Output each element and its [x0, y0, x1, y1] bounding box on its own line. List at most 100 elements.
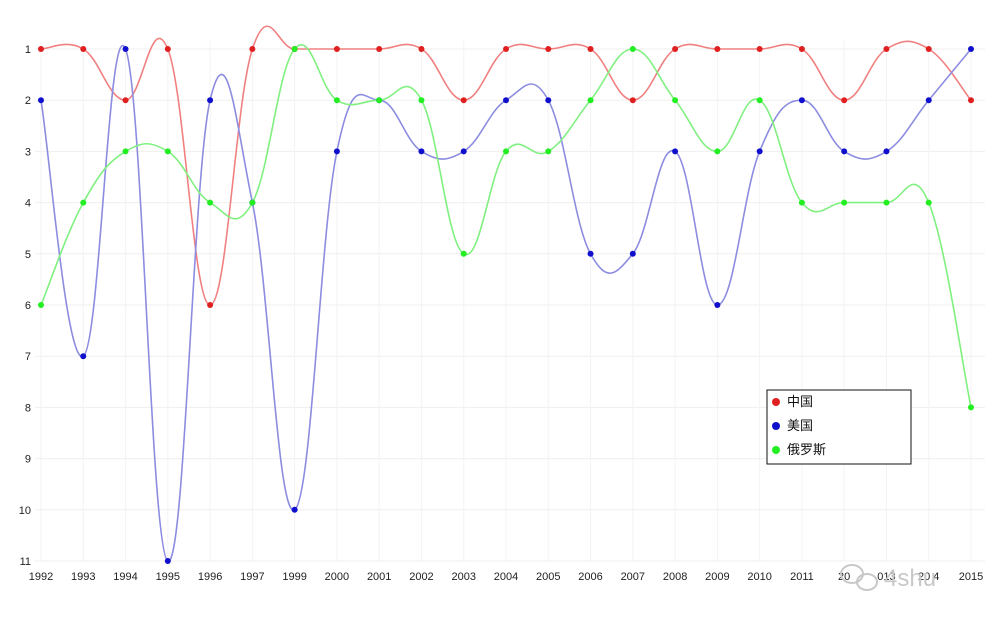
data-point — [714, 148, 721, 155]
data-point — [672, 46, 679, 52]
data-point — [333, 46, 340, 52]
x-tick-label: 1999 — [282, 571, 306, 583]
x-tick-label: 2015 — [959, 571, 983, 583]
data-point — [460, 250, 467, 257]
data-point — [714, 46, 721, 52]
axes: 1 2 3 4 5 6 7 8 9 10 11 1992 1993 1994 1995 1996 1997 199… — [19, 44, 983, 583]
legend-label: 美国 — [787, 419, 813, 434]
x-tick-label: 1994 — [113, 571, 137, 583]
data-point — [798, 97, 805, 104]
y-tick-label: 1 — [25, 44, 31, 56]
x-tick-label: 2008 — [663, 571, 687, 583]
x-tick-label: 2001 — [367, 571, 391, 583]
x-tick-label: 2006 — [578, 571, 602, 583]
data-point — [883, 199, 890, 206]
data-point — [925, 199, 932, 206]
data-point — [38, 97, 44, 104]
x-tick-label: 1993 — [71, 571, 95, 583]
data-point — [629, 250, 636, 257]
data-point — [291, 506, 298, 513]
y-tick-label: 2 — [25, 95, 31, 107]
data-point — [38, 302, 44, 308]
data-point — [672, 97, 679, 104]
x-tick-label: 013 — [877, 571, 895, 583]
data-point — [249, 46, 256, 52]
data-point — [503, 148, 509, 155]
x-tick-label: 2007 — [621, 571, 645, 583]
data-points — [38, 46, 974, 564]
data-point — [291, 46, 298, 52]
data-point — [164, 148, 171, 155]
x-tick-label: 2000 — [325, 571, 349, 583]
data-point — [122, 148, 129, 155]
data-point — [841, 148, 848, 155]
data-point — [333, 148, 340, 155]
data-point — [460, 97, 467, 104]
data-point — [968, 404, 974, 411]
data-point — [587, 46, 594, 52]
data-point — [122, 46, 129, 52]
data-point — [503, 46, 509, 52]
data-point — [164, 558, 171, 564]
watermark: 4shu — [840, 564, 936, 592]
data-point — [968, 46, 974, 52]
data-point — [460, 148, 467, 155]
data-point — [883, 148, 890, 155]
data-point — [164, 46, 171, 52]
watermark-text: 4shu — [884, 565, 936, 592]
y-tick-label: 4 — [25, 198, 31, 210]
data-point — [925, 97, 932, 104]
data-point — [968, 97, 974, 104]
legend-marker — [772, 446, 780, 454]
data-point — [545, 148, 552, 155]
legend-marker — [772, 398, 780, 406]
x-tick-label: 1995 — [156, 571, 180, 583]
data-point — [38, 46, 44, 52]
data-point — [925, 46, 932, 52]
x-tick-label: 2003 — [451, 571, 475, 583]
data-point — [503, 97, 509, 104]
x-tick-label: 2004 — [494, 571, 518, 583]
y-tick-label: 9 — [25, 454, 31, 466]
data-point — [333, 97, 340, 104]
data-point — [207, 199, 214, 206]
x-tick-label: 1997 — [240, 571, 264, 583]
x-tick-label: 2009 — [705, 571, 729, 583]
data-point — [587, 250, 594, 257]
data-point — [122, 97, 129, 104]
data-point — [249, 199, 256, 206]
data-point — [629, 97, 636, 104]
data-point — [376, 97, 383, 104]
x-tick-label: 2005 — [536, 571, 560, 583]
legend-box — [766, 389, 912, 465]
x-tick-label: 2002 — [409, 571, 433, 583]
data-point — [883, 46, 890, 52]
data-point — [80, 46, 87, 52]
data-point — [376, 46, 383, 52]
legend-marker — [772, 422, 780, 430]
data-point — [756, 97, 763, 104]
y-tick-label: 8 — [25, 402, 31, 414]
data-point — [207, 97, 214, 104]
x-tick-label: 1996 — [198, 571, 222, 583]
y-tick-label: 6 — [25, 300, 31, 312]
legend-label: 俄罗斯 — [787, 443, 826, 458]
data-point — [545, 97, 552, 104]
x-tick-label: 20 4 — [918, 571, 939, 583]
x-tick-label: 2011 — [790, 571, 814, 583]
gridlines — [35, 41, 985, 562]
data-point — [418, 148, 425, 155]
x-tick-label: 1992 — [29, 571, 53, 583]
data-point — [418, 97, 425, 104]
x-tick-label: 2010 — [747, 571, 771, 583]
data-point — [672, 148, 679, 155]
data-point — [587, 97, 594, 104]
data-point — [418, 46, 425, 52]
data-point — [80, 353, 87, 360]
data-point — [207, 302, 214, 308]
y-tick-label: 11 — [20, 556, 31, 568]
